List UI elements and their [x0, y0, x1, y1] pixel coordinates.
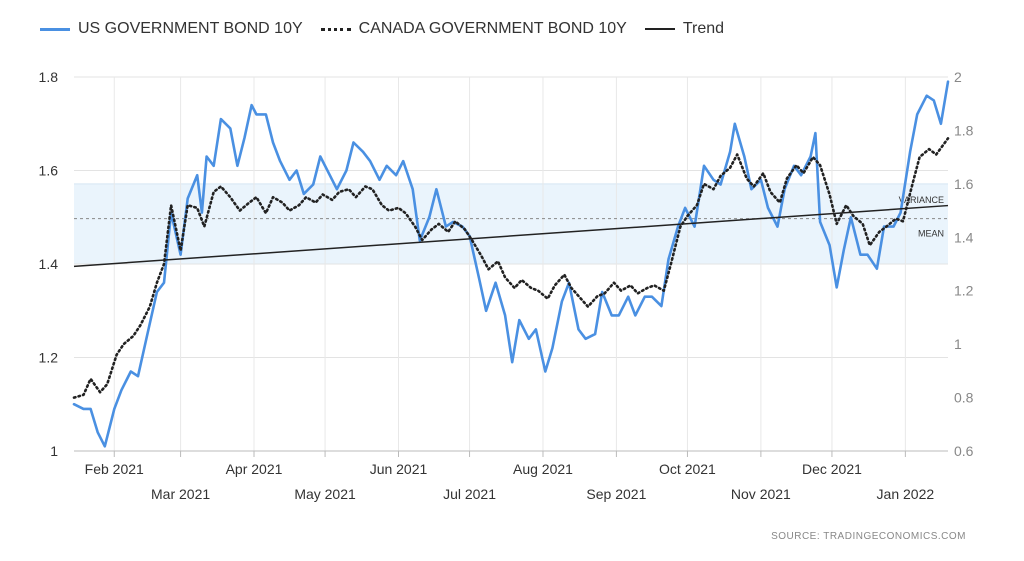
legend-swatch-trend	[644, 28, 675, 30]
y-right-tick-label: 1.6	[954, 176, 974, 192]
y-right-tick-label: 1	[954, 336, 962, 352]
y-right-tick-label: 1.2	[954, 283, 974, 299]
legend-item-trend[interactable]: Trend	[644, 20, 725, 38]
legend-item-us[interactable]: US GOVERNMENT BOND 10Y	[40, 20, 303, 38]
legend-swatch-us	[40, 27, 70, 31]
y-right-tick-label: 1.8	[954, 122, 974, 138]
x-tick-label: Dec 2021	[802, 461, 862, 477]
series-line-canada-10y	[72, 137, 950, 399]
y-left-tick-label: 1.4	[39, 256, 59, 272]
x-tick-label: Nov 2021	[731, 486, 791, 502]
x-tick-label: Oct 2021	[659, 461, 716, 477]
mean-label: MEAN	[918, 229, 944, 239]
variance-label: VARIANCE	[899, 195, 944, 205]
variance-band	[74, 183, 948, 264]
source-credit: SOURCE: TRADINGECONOMICS.COM	[771, 531, 966, 542]
legend-item-canada[interactable]: CANADA GOVERNMENT BOND 10Y	[320, 20, 627, 38]
series-line-us-10y	[72, 80, 950, 448]
x-tick-label: Mar 2021	[151, 486, 210, 502]
legend-label-us: US GOVERNMENT BOND 10Y	[78, 20, 303, 37]
legend-swatch-canada	[320, 27, 351, 31]
x-tick-label: Jan 2022	[877, 486, 935, 502]
x-tick-label: Apr 2021	[226, 461, 283, 477]
x-tick-label: Jul 2021	[443, 486, 496, 502]
legend-label-trend: Trend	[682, 20, 725, 37]
trend-line	[73, 204, 949, 268]
y-left-tick-label: 1.8	[39, 69, 59, 85]
x-tick-label: May 2021	[294, 486, 356, 502]
y-left-tick-label: 1.6	[39, 163, 59, 179]
x-tick-label: Jun 2021	[370, 461, 428, 477]
y-right-tick-label: 1.4	[954, 229, 974, 245]
y-right-tick-label: 0.8	[954, 390, 974, 406]
y-left-tick-label: 1.2	[39, 350, 59, 366]
y-right-tick-label: 2	[954, 69, 962, 85]
x-tick-label: Aug 2021	[513, 461, 573, 477]
chart-legend: US GOVERNMENT BOND 10Y CANADA GOVERNMENT…	[40, 20, 724, 38]
y-right-tick-label: 0.6	[954, 443, 974, 459]
x-tick-label: Feb 2021	[85, 461, 144, 477]
legend-label-canada: CANADA GOVERNMENT BOND 10Y	[358, 20, 627, 37]
x-tick-label: Sep 2021	[586, 486, 646, 502]
y-left-tick-label: 1	[50, 443, 58, 459]
